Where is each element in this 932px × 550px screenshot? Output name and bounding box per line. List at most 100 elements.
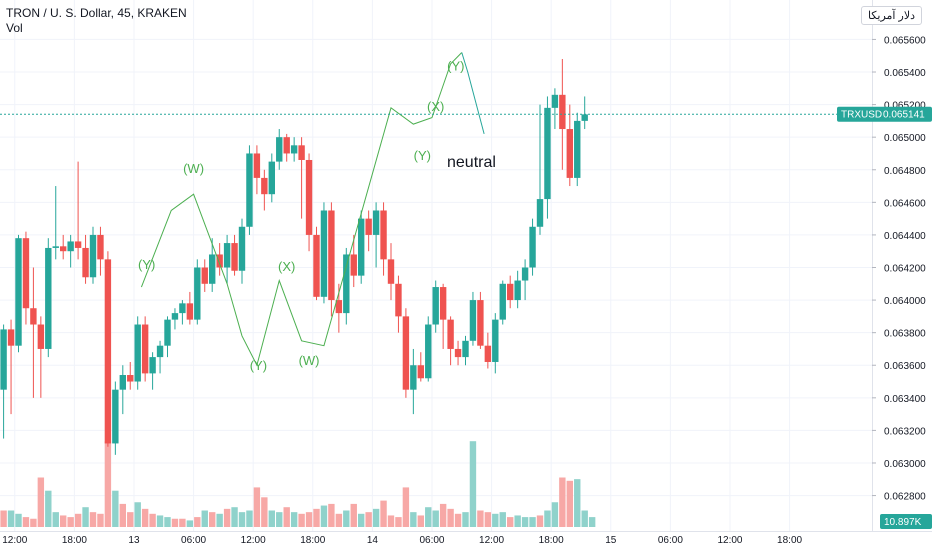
currency-button[interactable]: دلار آمریکا (860, 6, 922, 25)
candle-body (74, 241, 82, 248)
price-tick-label: 0.064000 (884, 296, 926, 307)
volume-bar (439, 503, 447, 527)
candle-body (149, 357, 156, 374)
candle-body (238, 226, 246, 271)
candle-body (328, 210, 335, 301)
price-tag: TRXUSD 0.065141 (837, 106, 932, 122)
volume-bar (290, 512, 298, 527)
candle-body (60, 246, 67, 252)
candle-body (231, 243, 238, 271)
candle-body (0, 329, 7, 390)
volume-bar (134, 502, 141, 527)
volume-bar (276, 512, 283, 527)
volume-bar (536, 515, 544, 527)
elliott-wave-lines (140, 52, 485, 367)
time-tick-label: 12:00 (2, 535, 27, 546)
price-tag-price: 0.065141 (883, 110, 925, 121)
time-tick-label: 15 (605, 535, 617, 546)
volume-bar (37, 477, 45, 527)
time-axis[interactable]: 12:00 18:00 13 06:00 12:00 18:00 14 06:00 12:00 1… (0, 531, 932, 547)
candle-body (201, 267, 208, 284)
volume-bars (0, 441, 596, 527)
candle-body (112, 389, 119, 444)
volume-bar (544, 510, 551, 527)
volume-bar (432, 510, 439, 527)
volume-indicator-label[interactable]: Vol (6, 21, 23, 35)
time-tick-label: 13 (128, 535, 140, 546)
time-tick-label: 12:00 (717, 535, 742, 546)
price-axis[interactable]: 0.062800 0.063000 0.063200 0.063400 0.063600… (872, 0, 932, 550)
volume-bar (425, 507, 432, 527)
candle-body (216, 254, 223, 268)
wave-labels: (W) (Y) (Y) (X) (W) (Y) (X) (Y) (138, 58, 465, 373)
candle-body (521, 267, 529, 281)
candle-body (186, 303, 194, 320)
candle-body (566, 129, 573, 178)
candle-body (581, 114, 588, 121)
candle-body (529, 226, 536, 268)
price-tick-label: 0.064600 (884, 198, 926, 209)
volume-bar (380, 500, 387, 527)
volume-bar (164, 517, 171, 527)
candle-body (507, 283, 514, 301)
candle-body (30, 308, 37, 325)
candle-body (179, 303, 186, 314)
wave-label: (W) (183, 161, 204, 176)
volume-bar (529, 517, 536, 527)
volume-bar (454, 513, 462, 527)
candle-body (372, 210, 380, 235)
volume-bar (186, 520, 194, 527)
candle-body (469, 300, 477, 341)
volume-bar (156, 515, 164, 527)
volume-bar (410, 512, 417, 527)
volume-bar (402, 487, 410, 527)
volume-bar (179, 518, 186, 527)
volume-bar (149, 513, 156, 527)
price-tick-label: 0.064800 (884, 166, 926, 177)
candle-body (194, 267, 201, 320)
volume-bar (417, 515, 424, 527)
volume-bar (261, 497, 268, 527)
time-tick-label: 06:00 (658, 535, 683, 546)
volume-bar (372, 508, 380, 527)
volume-bar (82, 507, 89, 527)
candle-body (365, 218, 372, 235)
candle-body (350, 254, 357, 276)
volume-bar (7, 510, 15, 527)
candle-body (402, 316, 410, 390)
volume-bar (60, 515, 67, 527)
volume-bar (238, 512, 246, 527)
candle-body (380, 210, 387, 260)
volume-bar (320, 505, 328, 527)
volume-bar (30, 518, 37, 527)
price-tick-label: 0.064400 (884, 231, 926, 242)
volume-bar (365, 512, 372, 527)
candle-body (15, 238, 22, 346)
candle-body (22, 238, 30, 309)
volume-bar (514, 515, 521, 527)
volume-bar (194, 517, 201, 527)
volume-bar (22, 517, 30, 527)
volume-bar (484, 512, 492, 527)
candle-body (432, 287, 439, 325)
candle-body (477, 300, 484, 346)
volume-bar (104, 441, 112, 527)
candle-body (492, 319, 499, 362)
time-tick-label: 12:00 (241, 535, 266, 546)
candle-body (37, 324, 45, 349)
volume-bar (231, 507, 238, 527)
candle-body (387, 259, 395, 284)
price-tick-label: 0.065000 (884, 133, 926, 144)
symbol-title[interactable]: TRON / U. S. Dollar, 45, KRAKEN (6, 6, 187, 20)
candle-body (395, 283, 402, 317)
wave-label: (X) (278, 259, 295, 274)
candle-body (171, 313, 179, 320)
volume-bar (268, 510, 275, 527)
candle-body (320, 210, 328, 297)
volume-bar (521, 517, 529, 527)
candle-body (454, 348, 462, 358)
candle-body (343, 254, 350, 314)
candle-body (462, 340, 469, 358)
wave-path (140, 52, 463, 367)
